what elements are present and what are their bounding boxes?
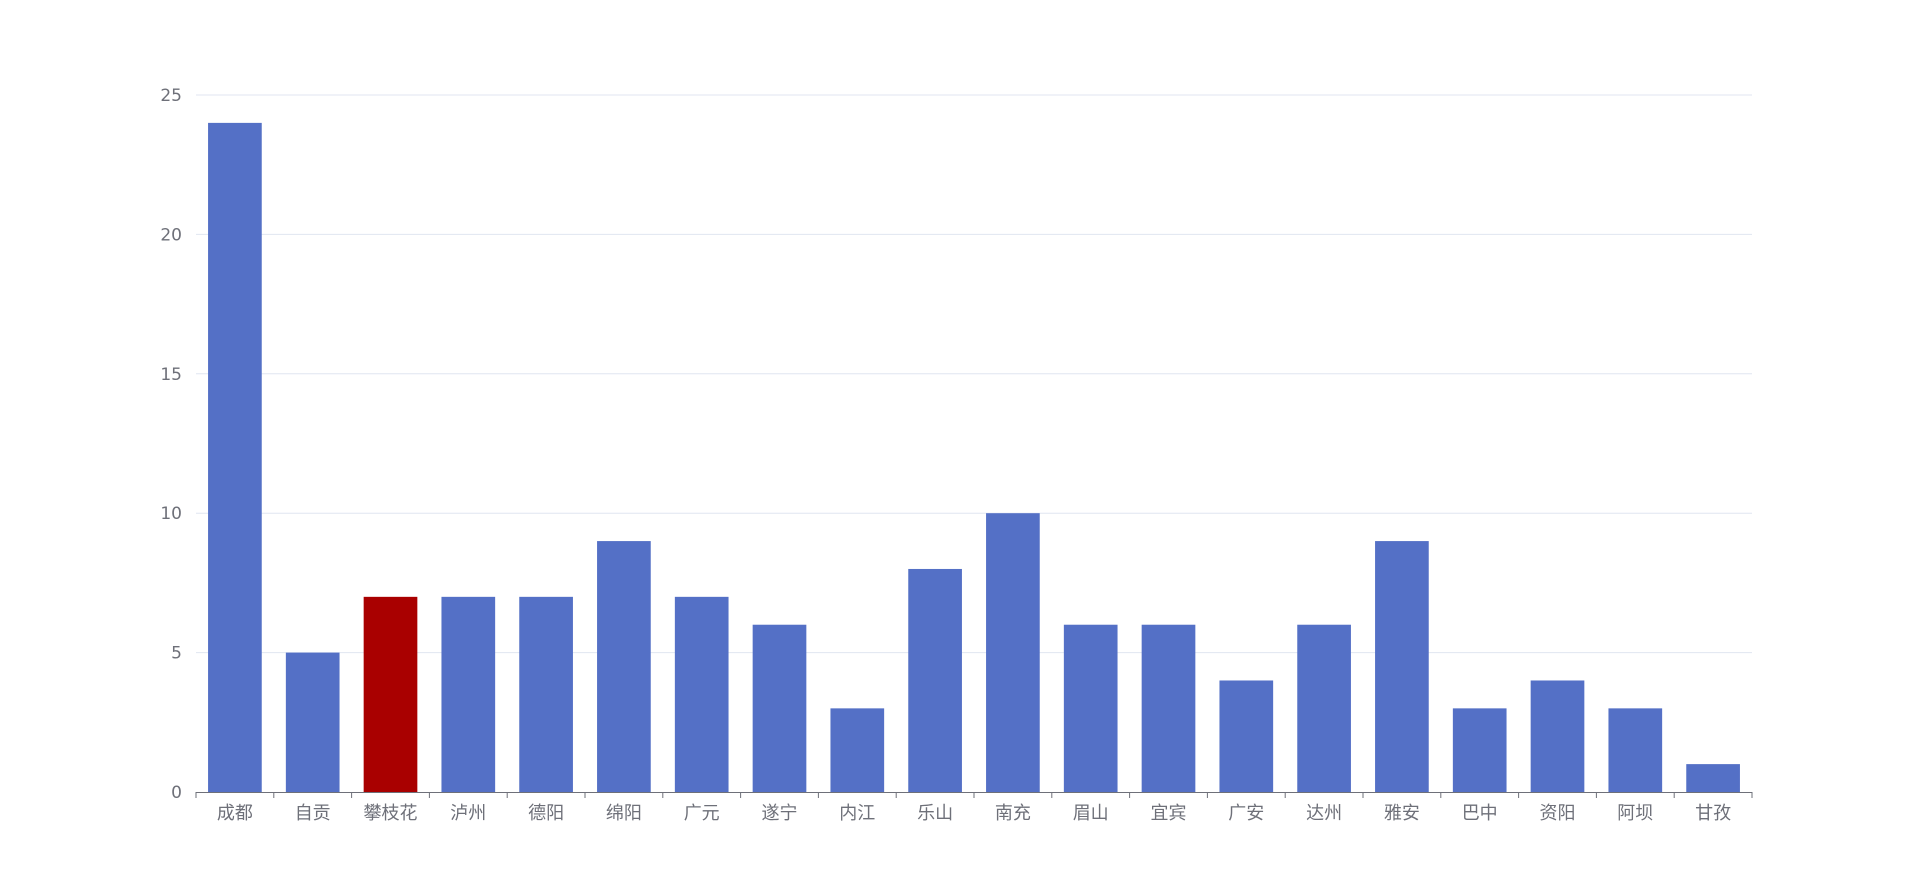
bar-18[interactable]	[1530, 680, 1585, 792]
y-tick-labels: 0 5 10 15 20 25	[160, 86, 182, 803]
bar-12[interactable]	[1063, 624, 1118, 792]
y-tick-label: 15	[160, 365, 182, 385]
x-tick-label: 乐山	[917, 803, 953, 824]
x-tick-label: 泸州	[450, 803, 486, 824]
bar-4[interactable]	[441, 596, 496, 792]
y-tick-label: 20	[160, 225, 182, 245]
x-tick-label: 广安	[1228, 803, 1264, 824]
x-tick-label: 眉山	[1073, 803, 1109, 824]
bar-11[interactable]	[986, 513, 1040, 792]
x-tick-label: 攀枝花	[364, 803, 418, 824]
x-tick-label: 遂宁	[762, 803, 798, 824]
bar-20[interactable]	[1686, 764, 1740, 792]
bar-13[interactable]	[1141, 624, 1196, 792]
bar-15[interactable]	[1297, 624, 1351, 792]
y-tick-label: 0	[171, 783, 182, 803]
x-tick-label: 巴中	[1462, 803, 1498, 824]
x-tick-label: 广元	[684, 803, 720, 824]
x-tick-label: 达州	[1306, 803, 1342, 824]
y-tick-label: 25	[160, 86, 182, 106]
bar-5[interactable]	[519, 596, 573, 792]
bar-6[interactable]	[597, 541, 651, 792]
bar-14[interactable]	[1219, 680, 1274, 792]
x-tick-label: 资阳	[1540, 803, 1576, 824]
x-tick-label: 成都	[217, 803, 253, 824]
bar-19[interactable]	[1608, 708, 1663, 792]
grid-lines	[196, 94, 1752, 654]
y-tick-label: 5	[171, 644, 182, 664]
x-tick-label: 德阳	[528, 803, 564, 824]
x-tick-labels: 成都 自贡 攀枝花 泸州 德阳 绵阳 广元 遂宁 内江 乐山 南充 眉山 宜宾 广安 达州 雅安 巴中 资阳 阿坝 甘…	[217, 803, 1731, 824]
x-tick-label: 雅安	[1384, 803, 1420, 824]
bar-16[interactable]	[1375, 541, 1429, 792]
bar-17[interactable]	[1452, 708, 1507, 792]
bar-2[interactable]	[285, 652, 340, 792]
x-tick-label: 自贡	[295, 803, 331, 824]
x-tick-label: 甘孜	[1695, 803, 1731, 824]
x-tick-label: 内江	[839, 803, 875, 824]
bar-1[interactable]	[208, 122, 262, 792]
bar-3[interactable]	[363, 596, 418, 792]
x-tick-label: 南充	[995, 803, 1031, 824]
y-tick-label: 10	[160, 504, 182, 524]
bar-8[interactable]	[752, 624, 807, 792]
axes	[195, 792, 1753, 798]
x-tick-label: 绵阳	[606, 803, 642, 824]
bar-7[interactable]	[674, 596, 729, 792]
bar-9[interactable]	[830, 708, 885, 792]
bar-10[interactable]	[908, 568, 962, 792]
bars	[208, 122, 1740, 792]
x-tick-label: 阿坝	[1617, 803, 1653, 824]
x-tick-label: 宜宾	[1151, 803, 1187, 824]
